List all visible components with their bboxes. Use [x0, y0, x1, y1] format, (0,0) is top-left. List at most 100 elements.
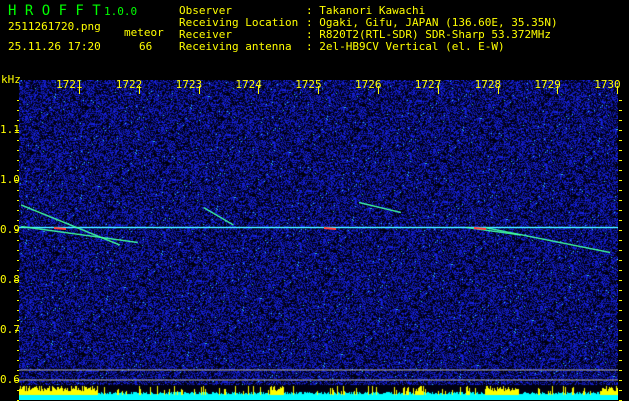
y-minor-tick [17, 210, 19, 211]
y-minor-tick [619, 320, 622, 321]
x-tick-label: 1725 [295, 78, 322, 91]
meteor-trace [20, 204, 121, 246]
y-minor-tick [17, 380, 19, 381]
x-tick [617, 86, 619, 94]
y-minor-tick [619, 260, 622, 261]
y-minor-tick [619, 330, 622, 331]
y-minor-tick [619, 150, 622, 151]
x-tick-label: 1721 [56, 78, 83, 91]
y-minor-tick [619, 160, 622, 161]
x-tick-label: 1728 [474, 78, 502, 91]
y-minor-tick [17, 390, 19, 391]
app-version: 1.0.0 [104, 5, 138, 18]
y-minor-tick [619, 370, 622, 371]
y-minor-tick [17, 360, 19, 361]
info-antenna-key: Receiving antenna [179, 40, 292, 53]
meteor-trace [203, 206, 234, 226]
y-axis-label: kHz [1, 73, 21, 86]
spectrogram [19, 80, 618, 400]
y-minor-tick [619, 130, 622, 131]
x-tick [497, 86, 499, 94]
x-tick [437, 86, 439, 94]
x-tick-label: 1722 [115, 78, 143, 91]
x-tick [198, 86, 200, 94]
y-minor-tick [619, 100, 622, 101]
x-tick [378, 86, 379, 94]
y-minor-tick [17, 120, 19, 121]
meteor-head-echo [323, 227, 337, 230]
y-minor-tick [17, 260, 19, 261]
y-minor-tick [17, 300, 19, 301]
x-tick-label: 1724 [235, 78, 262, 91]
y-minor-tick [17, 270, 19, 271]
y-minor-tick [619, 360, 622, 361]
y-minor-tick [17, 190, 19, 191]
y-minor-tick [17, 110, 19, 111]
info-location-key: Receiving Location [179, 16, 299, 29]
y-minor-tick [619, 230, 622, 231]
y-minor-tick [619, 350, 622, 351]
y-minor-tick [17, 100, 19, 101]
meteor-label: meteor [124, 26, 164, 39]
y-minor-tick [619, 300, 622, 301]
y-minor-tick [619, 390, 622, 391]
x-tick-label: 1727 [414, 78, 442, 91]
x-tick-label: 1726 [355, 78, 382, 91]
y-minor-tick [619, 270, 622, 271]
y-minor-tick [17, 150, 19, 151]
y-minor-tick [17, 230, 19, 231]
y-minor-tick [17, 290, 19, 291]
info-observer-value: : Takanori Kawachi [306, 4, 426, 17]
y-minor-tick [619, 190, 622, 191]
y-minor-tick [17, 370, 19, 371]
y-minor-tick [17, 250, 19, 251]
y-minor-tick [619, 200, 622, 201]
y-minor-tick [619, 240, 622, 241]
y-tick-label: 1.0 [0, 173, 20, 186]
info-location-value: : Ogaki, Gifu, JAPAN (136.60E, 35.35N) [306, 16, 558, 29]
y-tick-label: 0.9 [0, 223, 20, 236]
info-receiver-value: : R820T2(RTL-SDR) SDR-Sharp 53.372MHz [306, 28, 552, 41]
y-minor-tick [17, 180, 19, 181]
spectrogram-overlay [19, 201, 618, 381]
x-tick [318, 86, 320, 94]
y-minor-tick [619, 220, 622, 221]
x-tick [79, 86, 80, 94]
x-tick [258, 86, 260, 94]
y-minor-tick [619, 120, 622, 121]
y-minor-tick [619, 280, 622, 281]
y-minor-tick [17, 310, 19, 311]
y-minor-tick [619, 340, 622, 341]
y-tick-label: 0.8 [0, 273, 20, 286]
meteor-trace [21, 225, 138, 244]
y-minor-tick [17, 200, 19, 201]
meteor-head-echo [473, 227, 487, 230]
y-minor-tick [17, 330, 19, 331]
x-tick [557, 86, 559, 94]
y-tick-label: 1.1 [0, 123, 20, 136]
y-tick-label: 0.7 [0, 323, 20, 336]
y-minor-tick [619, 310, 622, 311]
y-minor-tick [17, 130, 19, 131]
file-name: 2511261720.png [8, 20, 101, 33]
meteor-head-echo [53, 227, 67, 230]
meteor-trace [484, 226, 611, 254]
y-minor-tick [17, 280, 19, 281]
y-minor-tick [17, 350, 19, 351]
app-title: H R O F F T [8, 3, 101, 19]
y-minor-tick [619, 110, 622, 111]
meteor-trace [358, 201, 402, 214]
y-minor-tick [619, 140, 622, 141]
meteor-count: 66 [139, 40, 153, 53]
x-tick-label: 1730 [594, 78, 621, 91]
x-tick-label: 1723 [175, 78, 203, 91]
y-tick-label: 0.6 [0, 373, 20, 386]
y-minor-tick [619, 170, 622, 171]
y-minor-tick [619, 180, 622, 181]
info-receiver-key: Receiver [179, 28, 232, 41]
y-minor-tick [17, 320, 19, 321]
y-minor-tick [17, 140, 19, 141]
x-tick [138, 86, 140, 94]
y-minor-tick [619, 250, 622, 251]
y-minor-tick [17, 220, 19, 221]
